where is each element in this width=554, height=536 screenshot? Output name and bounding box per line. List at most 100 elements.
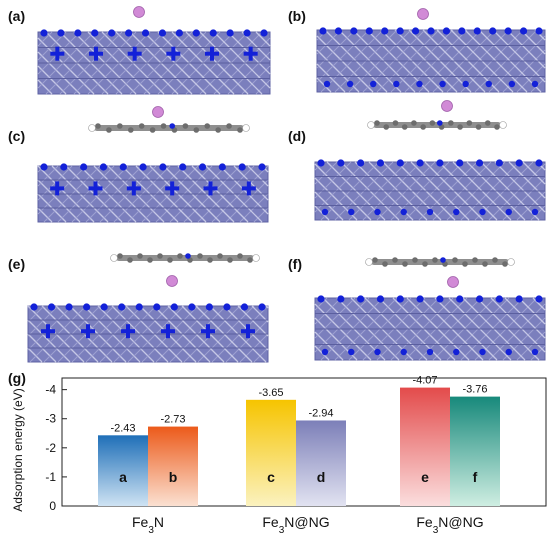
- nitrogen-atom: [365, 27, 373, 35]
- graphene-sheet: [367, 120, 507, 130]
- nitrogen-atom: [83, 303, 91, 311]
- lattice-bond: [508, 161, 546, 199]
- nitrogen-atom: [323, 80, 331, 88]
- nitrogen-atom: [243, 29, 251, 37]
- nitrogen-atom: [376, 295, 385, 303]
- nitrogen-site: [201, 324, 215, 339]
- nitrogen-dopant: [169, 123, 176, 129]
- carbon-atom: [227, 257, 233, 263]
- lattice-bond: [241, 31, 271, 61]
- nitrogen-atom: [504, 27, 512, 35]
- lattice-bond: [37, 51, 81, 95]
- nitrogen-site: [89, 46, 103, 61]
- panel-label-f: (f): [288, 256, 302, 272]
- nitrogen-atom: [80, 163, 88, 171]
- hydrogen-atom: [499, 121, 507, 129]
- carbon-atom: [127, 257, 133, 263]
- bar-f: [450, 396, 500, 506]
- carbon-atom: [472, 257, 478, 263]
- carbon-atom: [237, 253, 243, 259]
- carbon-atom: [402, 261, 408, 267]
- nitrogen-atom: [258, 163, 266, 171]
- nitrogen-atom: [198, 163, 207, 171]
- nitrogen-atom: [400, 208, 407, 216]
- nitrogen-atom: [400, 348, 407, 356]
- nitrogen-atom: [479, 208, 486, 216]
- nitrogen-atom: [505, 208, 512, 216]
- bar-value-label: -3.76: [462, 384, 487, 396]
- graphene-sheet: [88, 123, 250, 133]
- carbon-atom: [502, 261, 508, 267]
- nitrogen-atom: [65, 303, 73, 311]
- nitrogen-atom: [416, 80, 423, 88]
- adatom-sphere: [133, 6, 145, 18]
- carbon-atom: [448, 120, 454, 126]
- nitrogen-atom: [505, 348, 512, 356]
- graphene-backbone: [94, 125, 244, 131]
- carbon-atom: [106, 127, 112, 133]
- lattice-bond: [247, 165, 269, 187]
- carbon-atom: [157, 253, 163, 259]
- lattice-bond: [522, 161, 546, 185]
- fe3n-slab: [316, 27, 546, 93]
- nitrogen-atom: [240, 303, 249, 311]
- carbon-atom: [204, 123, 211, 129]
- nitrogen-atom: [442, 27, 451, 35]
- nitrogen-atom: [531, 80, 539, 88]
- nitrogen-atom: [374, 348, 381, 356]
- nitrogen-site: [243, 46, 258, 61]
- nitrogen-atom: [370, 80, 377, 88]
- lattice-bond: [314, 297, 342, 325]
- nitrogen-atom: [158, 29, 167, 37]
- structure-e: [27, 253, 269, 363]
- carbon-atom: [452, 257, 458, 263]
- structure-a: [37, 6, 271, 95]
- lattice-bond: [255, 31, 271, 47]
- adatom-sphere: [417, 8, 429, 20]
- nitrogen-atom: [436, 159, 444, 167]
- bar-a: [98, 435, 148, 506]
- bar-e: [400, 387, 450, 506]
- nitrogen-site: [205, 46, 219, 61]
- nitrogen-atom: [40, 29, 48, 37]
- carbon-atom: [117, 253, 123, 259]
- lattice-bond: [255, 79, 271, 95]
- y-tick-label: -1: [45, 470, 56, 484]
- nitrogen-atom: [337, 159, 345, 167]
- lattice-bond: [225, 319, 269, 363]
- y-tick-label: -4: [45, 383, 56, 397]
- lattice-bond: [27, 305, 59, 337]
- lattice-bond: [37, 31, 67, 61]
- lattice-bond: [251, 305, 269, 323]
- nitrogen-atom: [91, 29, 99, 37]
- bar-letter-label: e: [421, 469, 429, 485]
- graphene-backbone: [371, 259, 509, 265]
- carbon-atom: [182, 123, 189, 129]
- carbon-atom: [160, 123, 167, 129]
- nitrogen-atom: [141, 29, 150, 37]
- nitrogen-site: [50, 181, 65, 196]
- nitrogen-atom: [462, 80, 469, 88]
- structure-b: [316, 8, 546, 93]
- lattice-bond: [314, 161, 352, 199]
- carbon-atom: [429, 120, 436, 126]
- carbon-atom: [372, 257, 378, 263]
- nitrogen-atom: [396, 27, 404, 35]
- lattice-bond: [253, 347, 269, 363]
- carbon-atom: [484, 120, 491, 126]
- carbon-atom: [432, 257, 438, 263]
- hydrogen-atom: [88, 124, 96, 132]
- nitrogen-atom: [396, 159, 404, 167]
- nitrogen-atom: [453, 208, 460, 216]
- nitrogen-atom: [321, 208, 329, 216]
- lattice-bond: [494, 161, 546, 213]
- panel-label-b: (b): [288, 8, 306, 24]
- nitrogen-atom: [135, 303, 143, 311]
- nitrogen-atom: [416, 159, 424, 167]
- adatom-sphere: [166, 275, 178, 287]
- nitrogen-atom: [473, 27, 481, 35]
- nitrogen-atom: [159, 163, 167, 171]
- nitrogen-atom: [321, 348, 329, 356]
- nitrogen-atom: [337, 295, 345, 303]
- nitrogen-site: [126, 181, 141, 196]
